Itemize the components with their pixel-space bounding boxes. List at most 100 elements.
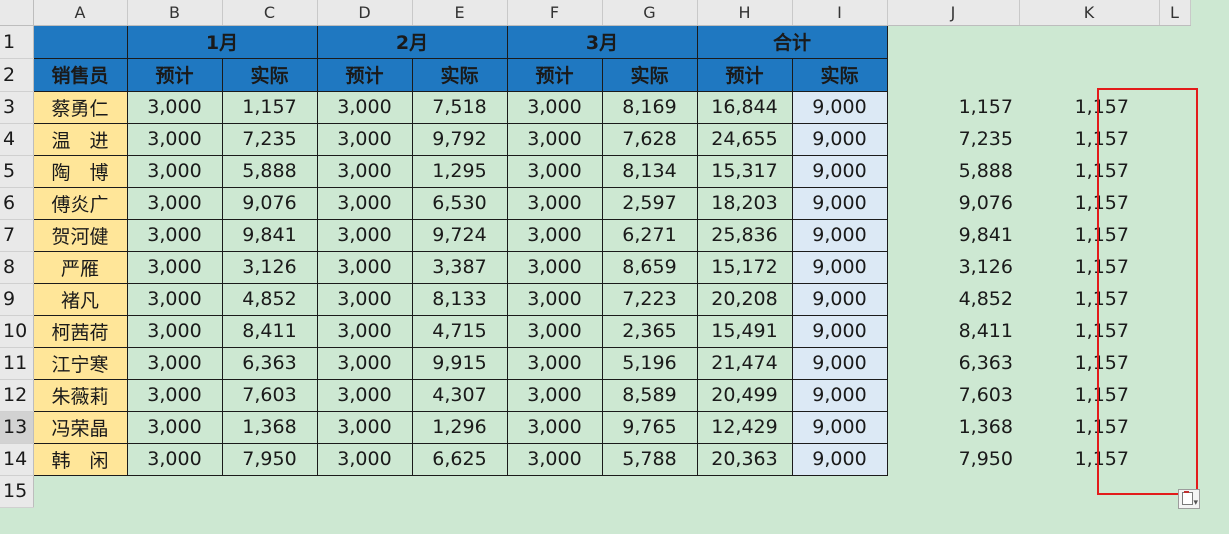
salesperson-name-cell[interactable]: 温 进 xyxy=(32,122,128,156)
column-header-c[interactable]: C xyxy=(222,0,318,26)
value-cell[interactable]: 9,076 xyxy=(221,186,318,220)
cell[interactable] xyxy=(1159,155,1190,187)
column-j-cell[interactable]: 1,368 xyxy=(887,411,1019,443)
value-cell[interactable]: 7,223 xyxy=(601,282,698,316)
value-cell[interactable]: 3,000 xyxy=(506,154,603,188)
value-cell[interactable]: 7,950 xyxy=(221,442,318,476)
column-header-g[interactable]: G xyxy=(602,0,698,26)
total-actual-cell[interactable]: 9,000 xyxy=(791,378,888,412)
total-actual-cell[interactable]: 9,000 xyxy=(791,346,888,380)
cell[interactable] xyxy=(1159,379,1190,411)
salesperson-name-cell[interactable]: 冯荣晶 xyxy=(32,410,128,444)
value-cell[interactable]: 9,915 xyxy=(411,346,508,380)
value-cell[interactable]: 3,000 xyxy=(126,378,223,412)
column-k-cell[interactable]: 1,157 xyxy=(1019,219,1159,251)
column-header-k[interactable]: K xyxy=(1019,0,1160,26)
value-cell[interactable]: 3,000 xyxy=(316,442,413,476)
total-actual-cell[interactable]: 9,000 xyxy=(791,218,888,252)
cell[interactable] xyxy=(792,475,887,507)
value-cell[interactable]: 3,000 xyxy=(316,346,413,380)
cell[interactable] xyxy=(1159,58,1190,91)
value-cell[interactable]: 5,888 xyxy=(221,154,318,188)
row-header[interactable]: 10 xyxy=(0,315,34,348)
column-k-cell[interactable]: 1,157 xyxy=(1019,379,1159,411)
value-cell[interactable]: 4,852 xyxy=(221,282,318,316)
cell[interactable] xyxy=(1159,315,1190,347)
total-actual-cell[interactable]: 9,000 xyxy=(791,314,888,348)
salesperson-name-cell[interactable]: 陶 博 xyxy=(32,154,128,188)
row-header-15[interactable]: 15 xyxy=(0,475,34,508)
value-cell[interactable]: 8,133 xyxy=(411,282,508,316)
value-cell[interactable]: 1,157 xyxy=(221,90,318,124)
salesperson-name-cell[interactable]: 褚凡 xyxy=(32,282,128,316)
paste-options-icon[interactable]: ▾ xyxy=(1178,489,1200,509)
cell[interactable] xyxy=(33,475,127,507)
cell[interactable] xyxy=(1019,58,1159,91)
value-cell[interactable]: 3,000 xyxy=(126,186,223,220)
column-j-cell[interactable]: 8,411 xyxy=(887,315,1019,347)
header-label[interactable]: 实际 xyxy=(411,57,508,92)
column-k-cell[interactable]: 1,157 xyxy=(1019,443,1159,475)
column-k-cell[interactable]: 1,157 xyxy=(1019,347,1159,379)
header-label[interactable]: 预计 xyxy=(506,57,603,92)
column-header-b[interactable]: B xyxy=(127,0,223,26)
value-cell[interactable]: 6,530 xyxy=(411,186,508,220)
cell[interactable] xyxy=(507,475,602,507)
row-header[interactable]: 12 xyxy=(0,379,34,412)
value-cell[interactable]: 3,000 xyxy=(126,250,223,284)
column-k-cell[interactable]: 1,157 xyxy=(1019,411,1159,443)
column-j-cell[interactable]: 4,852 xyxy=(887,283,1019,315)
value-cell[interactable]: 5,788 xyxy=(601,442,698,476)
column-j-cell[interactable]: 7,235 xyxy=(887,123,1019,155)
row-header[interactable]: 5 xyxy=(0,155,34,188)
cell[interactable] xyxy=(1159,283,1190,315)
value-cell[interactable]: 3,000 xyxy=(316,378,413,412)
cell[interactable] xyxy=(127,475,222,507)
cell[interactable] xyxy=(222,475,317,507)
value-cell[interactable]: 3,000 xyxy=(316,314,413,348)
cell[interactable] xyxy=(1159,347,1190,379)
column-k-cell[interactable]: 1,157 xyxy=(1019,315,1159,347)
value-cell[interactable]: 3,000 xyxy=(316,250,413,284)
value-cell[interactable]: 4,715 xyxy=(411,314,508,348)
value-cell[interactable]: 8,411 xyxy=(221,314,318,348)
total-plan-cell[interactable]: 15,172 xyxy=(696,250,793,284)
header-label[interactable]: 预计 xyxy=(126,57,223,92)
value-cell[interactable]: 7,603 xyxy=(221,378,318,412)
cell[interactable] xyxy=(1159,25,1190,58)
header-label[interactable]: 预计 xyxy=(696,57,793,92)
row-header[interactable]: 8 xyxy=(0,251,34,284)
value-cell[interactable]: 3,000 xyxy=(506,314,603,348)
column-j-cell[interactable]: 1,157 xyxy=(887,91,1019,123)
column-header-h[interactable]: H xyxy=(697,0,793,26)
total-plan-cell[interactable]: 16,844 xyxy=(696,90,793,124)
row-header[interactable]: 3 xyxy=(0,91,34,124)
value-cell[interactable]: 3,000 xyxy=(506,378,603,412)
value-cell[interactable]: 8,169 xyxy=(601,90,698,124)
column-j-cell[interactable]: 5,888 xyxy=(887,155,1019,187)
value-cell[interactable]: 6,363 xyxy=(221,346,318,380)
salesperson-name-cell[interactable]: 严雁 xyxy=(32,250,128,284)
column-j-cell[interactable]: 3,126 xyxy=(887,251,1019,283)
cell[interactable] xyxy=(1159,251,1190,283)
total-actual-cell[interactable]: 9,000 xyxy=(791,122,888,156)
value-cell[interactable]: 7,518 xyxy=(411,90,508,124)
header-month-3[interactable]: 3月 xyxy=(506,24,698,59)
total-plan-cell[interactable]: 20,499 xyxy=(696,378,793,412)
value-cell[interactable]: 3,000 xyxy=(126,442,223,476)
value-cell[interactable]: 3,000 xyxy=(316,154,413,188)
row-header-2[interactable]: 2 xyxy=(0,58,34,92)
row-header-1[interactable]: 1 xyxy=(0,25,34,59)
value-cell[interactable]: 3,000 xyxy=(316,218,413,252)
total-plan-cell[interactable]: 21,474 xyxy=(696,346,793,380)
value-cell[interactable]: 3,126 xyxy=(221,250,318,284)
value-cell[interactable]: 1,368 xyxy=(221,410,318,444)
column-header-i[interactable]: I xyxy=(792,0,888,26)
header-month-2[interactable]: 2月 xyxy=(316,24,508,59)
cell[interactable] xyxy=(1159,219,1190,251)
cell[interactable] xyxy=(887,25,1019,58)
value-cell[interactable]: 7,235 xyxy=(221,122,318,156)
salesperson-name-cell[interactable]: 柯茜荷 xyxy=(32,314,128,348)
header-total[interactable]: 合计 xyxy=(696,24,888,59)
cell[interactable] xyxy=(1159,443,1190,475)
